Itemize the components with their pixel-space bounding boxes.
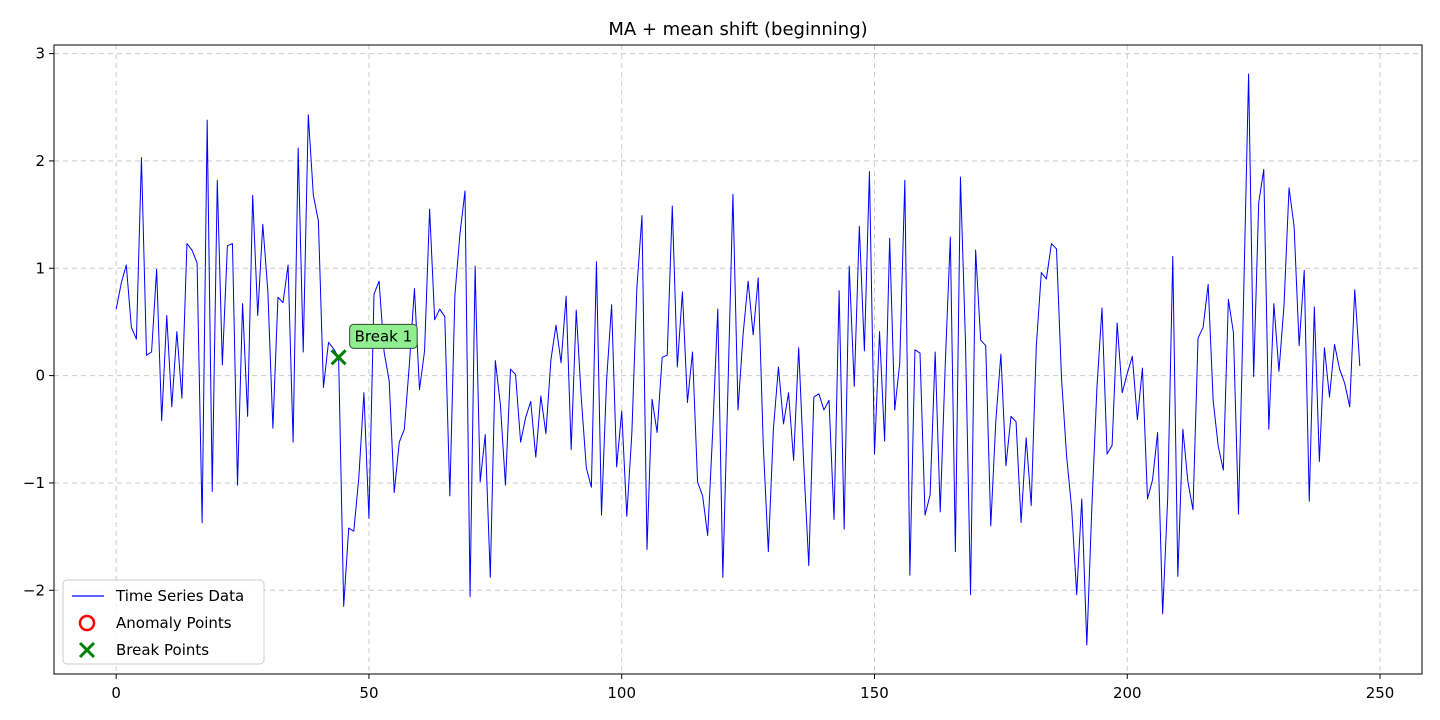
markers — [330, 349, 347, 366]
series-line — [115, 73, 1361, 646]
axes — [53, 44, 1423, 675]
legend-label-anomaly: Anomaly Points — [116, 614, 232, 632]
x-tick-label: 150 — [860, 684, 889, 702]
grid-lines — [54, 45, 1422, 674]
legend-label-series: Time Series Data — [115, 587, 244, 605]
y-tick-label: 3 — [35, 45, 45, 63]
legend-anomaly-swatch — [78, 614, 96, 632]
x-tick-label: 50 — [359, 684, 378, 702]
break-label-box — [349, 323, 418, 349]
x-tick-label: 0 — [111, 684, 121, 702]
y-tick-label: −1 — [23, 474, 45, 492]
legend-break-swatch — [78, 641, 96, 659]
y-tick-label: 1 — [35, 259, 45, 277]
x-tick-label: 200 — [1113, 684, 1142, 702]
chart-title: MA + mean shift (beginning) — [608, 19, 867, 40]
x-tick-label: 100 — [607, 684, 636, 702]
annotations: Break 1 — [349, 323, 418, 349]
legend-label-break: Break Points — [116, 641, 209, 659]
break-point — [330, 349, 347, 366]
y-tick-label: −2 — [23, 581, 45, 599]
ticks: 0 50 100 150 200 250 −2 −1 0 1 2 3 — [23, 45, 1394, 702]
x-tick-label: 250 — [1366, 684, 1395, 702]
y-tick-label: 0 — [35, 367, 45, 385]
legend-box — [62, 579, 265, 665]
legend: Time Series Data Anomaly Points Break Po… — [62, 579, 265, 665]
plot-frame — [53, 44, 1423, 675]
y-tick-label: 2 — [35, 152, 45, 170]
break-label: Break 1 — [355, 327, 413, 345]
series-layer — [115, 73, 1361, 646]
